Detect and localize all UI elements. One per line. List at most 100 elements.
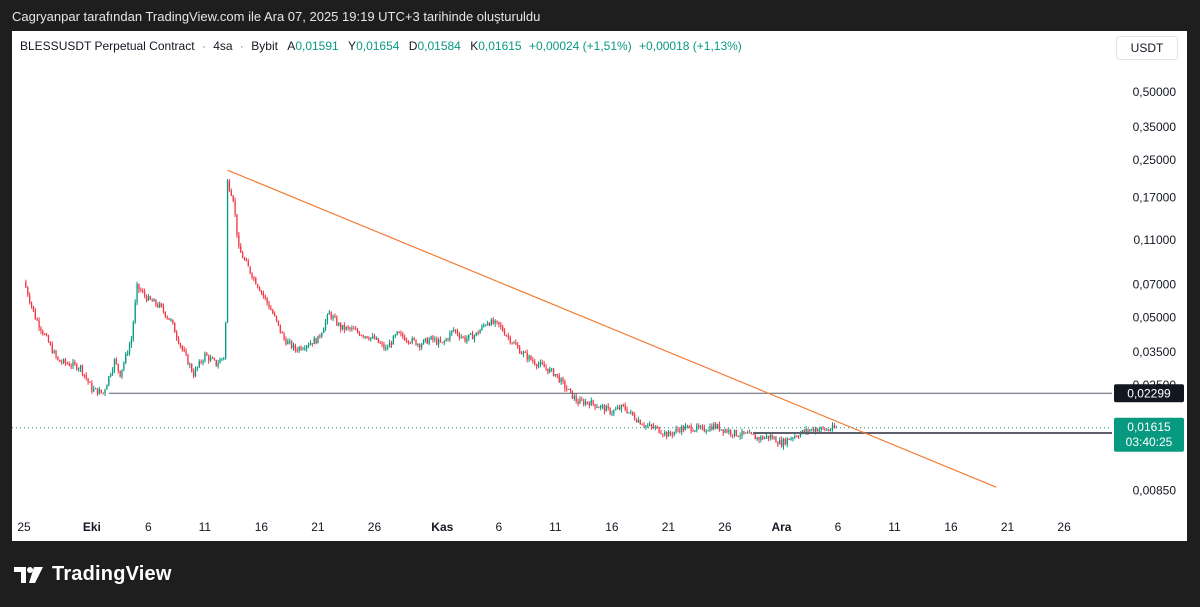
- candle-body: [829, 429, 832, 431]
- candle-body: [266, 297, 268, 303]
- candle-body: [149, 296, 151, 300]
- change-value-2: +0,00018 (+1,13%): [639, 39, 742, 53]
- candle-body: [181, 345, 183, 350]
- candle-body: [594, 403, 596, 408]
- candle-body: [709, 426, 711, 431]
- candle-body: [209, 357, 212, 361]
- candle-body: [477, 332, 479, 334]
- candle-body: [473, 335, 476, 340]
- candle-body: [388, 342, 391, 348]
- candle-body: [771, 435, 773, 439]
- candle-body: [77, 368, 80, 370]
- candle-body: [767, 435, 770, 439]
- time-axis-label: 26: [718, 520, 732, 534]
- candle-body: [272, 310, 274, 314]
- close-value: 0,01615: [478, 39, 522, 53]
- candle-body: [681, 426, 683, 433]
- candle-body: [573, 396, 575, 399]
- interval-label[interactable]: 4sa: [213, 39, 233, 53]
- currency-button[interactable]: USDT: [1116, 36, 1178, 60]
- candle-body: [647, 425, 649, 427]
- candle-body: [224, 322, 227, 358]
- candle-body: [191, 364, 193, 372]
- candle-body: [454, 329, 457, 331]
- candle-body: [643, 425, 645, 427]
- candle-body: [313, 338, 315, 345]
- candle-body: [334, 316, 336, 318]
- candle-body: [413, 338, 415, 340]
- candle-body: [25, 281, 27, 288]
- candle-body: [488, 322, 491, 326]
- candle-body: [669, 432, 672, 435]
- candle-body: [208, 355, 210, 361]
- candle-body: [219, 359, 221, 364]
- candle-body: [797, 436, 800, 438]
- candle-body: [664, 431, 666, 435]
- candle-body: [701, 426, 704, 428]
- price-axis-label: 0,03500: [1133, 345, 1177, 359]
- candle-body: [694, 430, 696, 432]
- candle-body: [160, 303, 163, 307]
- candle-body: [28, 295, 31, 303]
- candle-body: [164, 311, 167, 317]
- candle-body: [615, 409, 617, 411]
- candle-body: [543, 364, 545, 368]
- candle-body: [814, 428, 817, 432]
- candle-body: [185, 350, 187, 355]
- candle-body: [194, 368, 197, 377]
- candle-body: [690, 426, 692, 431]
- candle-body: [665, 431, 668, 437]
- candle-body: [502, 326, 504, 332]
- time-axis-label: Kas: [431, 520, 453, 534]
- candle-body: [547, 368, 549, 373]
- candle-body: [200, 361, 202, 363]
- candle-body: [807, 429, 809, 432]
- candle-body: [196, 367, 199, 369]
- candle-body: [456, 330, 459, 335]
- candle-body: [622, 404, 624, 406]
- candle-body: [187, 354, 189, 365]
- candle-body: [132, 322, 134, 340]
- candle-body: [81, 365, 84, 375]
- candle-body: [590, 400, 592, 406]
- candle-body: [820, 427, 822, 430]
- candle-body: [607, 406, 609, 408]
- candle-body: [756, 437, 758, 440]
- candle-body: [302, 348, 304, 350]
- candle-body: [38, 320, 40, 328]
- price-axis-label: 0,05000: [1133, 310, 1177, 324]
- candle-body: [324, 321, 327, 329]
- candle-body: [784, 439, 787, 445]
- last-price-tag: [1114, 417, 1184, 452]
- price-chart[interactable]: 0,50000 0,35000 0,25000 0,17000 0,11000 0,070…: [12, 31, 1187, 541]
- chart-panel[interactable]: BLESSUSDT Perpetual Contract · 4sa · Byb…: [12, 31, 1187, 541]
- candle-body: [217, 363, 219, 366]
- candle-body: [579, 399, 581, 404]
- candle-body: [228, 180, 231, 191]
- candle-body: [654, 426, 656, 428]
- candle-body: [726, 429, 728, 433]
- candle-body: [343, 324, 346, 330]
- candle-body: [292, 344, 295, 348]
- candle-body: [232, 195, 234, 201]
- candle-body: [458, 334, 460, 338]
- candle-body: [507, 335, 509, 337]
- candle-body: [741, 431, 743, 436]
- candle-body: [652, 426, 655, 428]
- candle-body: [243, 258, 246, 260]
- candle-body: [424, 338, 427, 340]
- candle-body: [494, 320, 496, 324]
- candle-body: [30, 302, 33, 306]
- symbol-name[interactable]: BLESSUSDT Perpetual Contract: [20, 39, 195, 53]
- candle-body: [289, 341, 291, 343]
- trendline[interactable]: [227, 169, 997, 488]
- candle-body: [624, 405, 626, 410]
- candle-body: [428, 339, 430, 344]
- candle-body: [140, 289, 142, 291]
- candle-body: [722, 429, 724, 433]
- candle-body: [151, 299, 153, 302]
- candle-body: [724, 429, 726, 433]
- candle-body: [558, 375, 560, 383]
- candle-body: [125, 353, 127, 363]
- candle-body: [296, 349, 298, 351]
